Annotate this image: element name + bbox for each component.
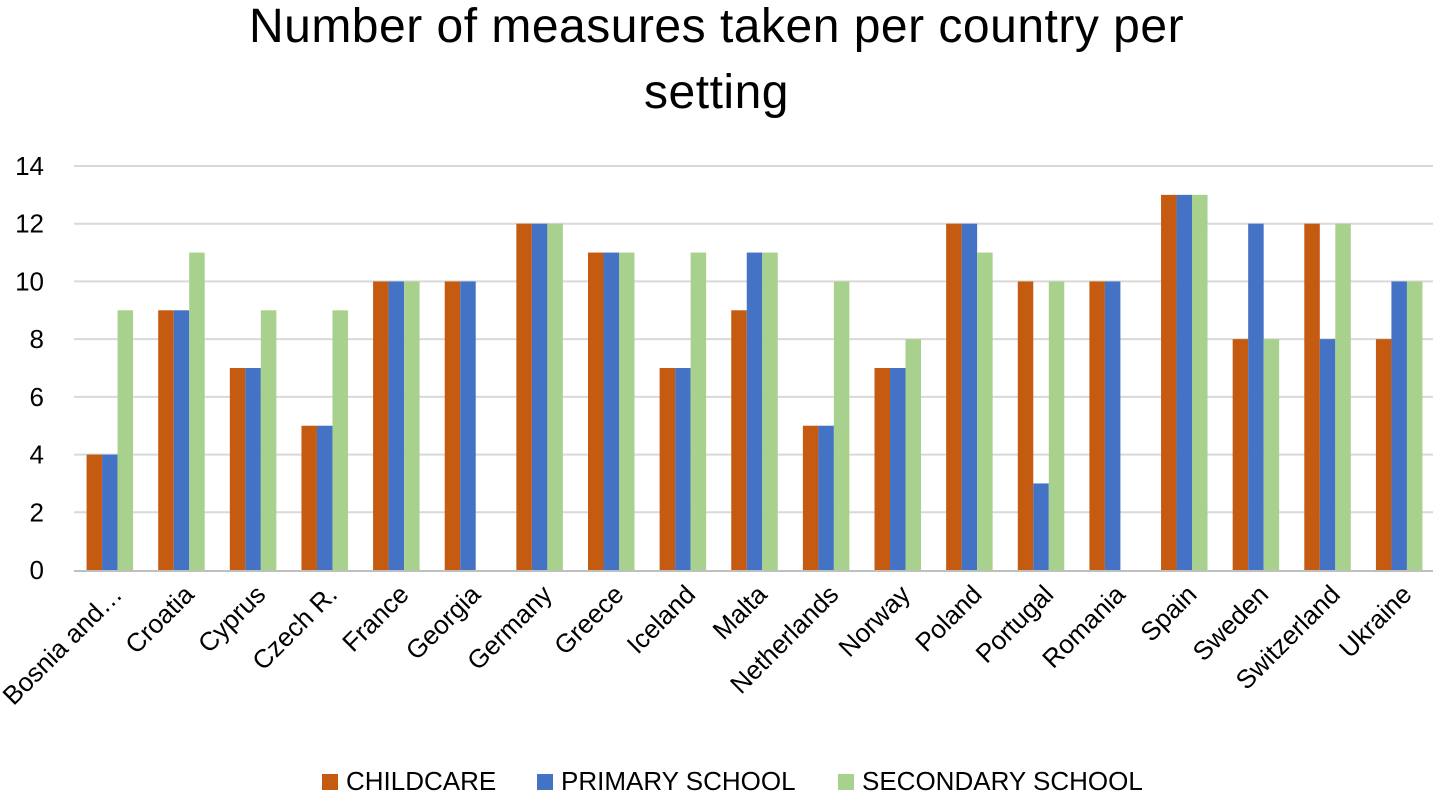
bar-primary-school-1 bbox=[173, 310, 190, 570]
bar-secondary-school-6 bbox=[547, 223, 563, 570]
bar-childcare-15 bbox=[1161, 194, 1177, 571]
bar-primary-school-13 bbox=[1033, 483, 1049, 570]
legend-swatch-primary-school bbox=[537, 774, 553, 790]
bar-childcare-1 bbox=[158, 310, 174, 570]
bar-childcare-6 bbox=[516, 223, 532, 570]
bar-primary-school-3 bbox=[316, 425, 333, 570]
bar-secondary-school-16 bbox=[1263, 339, 1280, 570]
bar-primary-school-2 bbox=[245, 368, 261, 570]
y-tick-label-10: 10 bbox=[15, 266, 44, 296]
x-tick-label-8: Iceland bbox=[621, 579, 701, 659]
bar-secondary-school-3 bbox=[332, 310, 348, 570]
bar-primary-school-12 bbox=[961, 223, 978, 570]
chart-title-line-1: Number of measures taken per country per bbox=[248, 0, 1185, 53]
bar-primary-school-4 bbox=[388, 281, 405, 570]
bar-primary-school-17 bbox=[1319, 339, 1336, 570]
bar-primary-school-5 bbox=[460, 281, 476, 570]
bar-secondary-school-10 bbox=[833, 281, 850, 570]
x-tick-label-9: Malta bbox=[707, 579, 774, 646]
chart-title-line-2: setting bbox=[644, 66, 789, 119]
bar-secondary-school-1 bbox=[189, 252, 205, 570]
bar-childcare-9 bbox=[731, 310, 747, 570]
bar-primary-school-11 bbox=[890, 368, 906, 570]
bar-primary-school-8 bbox=[675, 368, 691, 570]
y-tick-label-4: 4 bbox=[30, 440, 44, 470]
bar-childcare-5 bbox=[444, 281, 461, 570]
x-tick-label-1: Croatia bbox=[119, 579, 200, 660]
bar-childcare-10 bbox=[802, 425, 819, 570]
y-tick-label-14: 14 bbox=[15, 151, 44, 181]
bar-childcare-18 bbox=[1375, 339, 1392, 570]
bar-primary-school-16 bbox=[1248, 223, 1264, 570]
x-tick-label-11: Norway bbox=[832, 579, 916, 663]
bar-secondary-school-4 bbox=[404, 281, 420, 570]
bar-primary-school-15 bbox=[1176, 194, 1193, 571]
bar-childcare-8 bbox=[659, 368, 676, 570]
bar-childcare-11 bbox=[874, 368, 891, 570]
bar-childcare-16 bbox=[1232, 339, 1249, 570]
bar-secondary-school-12 bbox=[977, 252, 993, 570]
bar-childcare-3 bbox=[301, 425, 317, 570]
bar-secondary-school-15 bbox=[1192, 194, 1208, 571]
bar-secondary-school-2 bbox=[260, 310, 277, 570]
bar-secondary-school-11 bbox=[905, 339, 922, 570]
x-tick-label-0: Bosnia and… bbox=[0, 579, 128, 711]
bar-childcare-13 bbox=[1017, 281, 1034, 570]
bar-childcare-14 bbox=[1089, 281, 1105, 570]
x-tick-label-15: Spain bbox=[1134, 579, 1202, 647]
bar-childcare-7 bbox=[587, 252, 604, 570]
legend-swatch-secondary-school bbox=[838, 774, 854, 790]
bar-primary-school-18 bbox=[1391, 281, 1407, 570]
legend-swatch-childcare bbox=[322, 774, 338, 790]
y-tick-label-0: 0 bbox=[30, 555, 44, 585]
bar-primary-school-7 bbox=[603, 252, 619, 570]
bar-childcare-2 bbox=[229, 368, 246, 570]
bar-childcare-12 bbox=[946, 223, 962, 570]
bar-primary-school-6 bbox=[531, 223, 548, 570]
bar-secondary-school-18 bbox=[1406, 281, 1423, 570]
bar-primary-school-0 bbox=[102, 454, 118, 570]
legend-label-childcare: CHILDCARE bbox=[346, 766, 496, 795]
bar-secondary-school-17 bbox=[1335, 223, 1351, 570]
bar-childcare-4 bbox=[373, 281, 389, 570]
y-tick-label-2: 2 bbox=[30, 497, 44, 527]
legend-label-secondary-school: SECONDARY SCHOOL bbox=[862, 766, 1143, 795]
bar-primary-school-14 bbox=[1104, 281, 1121, 570]
y-tick-label-12: 12 bbox=[15, 209, 44, 239]
legend-label-primary-school: PRIMARY SCHOOL bbox=[561, 766, 796, 795]
bar-secondary-school-9 bbox=[762, 252, 778, 570]
bar-primary-school-10 bbox=[818, 425, 834, 570]
bar-primary-school-9 bbox=[746, 252, 763, 570]
x-tick-label-18: Ukraine bbox=[1333, 579, 1418, 664]
bar-secondary-school-0 bbox=[117, 310, 134, 570]
y-tick-label-6: 6 bbox=[30, 382, 44, 412]
bar-secondary-school-8 bbox=[690, 252, 707, 570]
bar-secondary-school-7 bbox=[618, 252, 635, 570]
bar-secondary-school-13 bbox=[1048, 281, 1065, 570]
bar-childcare-0 bbox=[86, 454, 103, 570]
y-tick-label-8: 8 bbox=[30, 324, 44, 354]
bar-childcare-17 bbox=[1304, 223, 1320, 570]
x-tick-label-7: Greece bbox=[548, 579, 630, 661]
